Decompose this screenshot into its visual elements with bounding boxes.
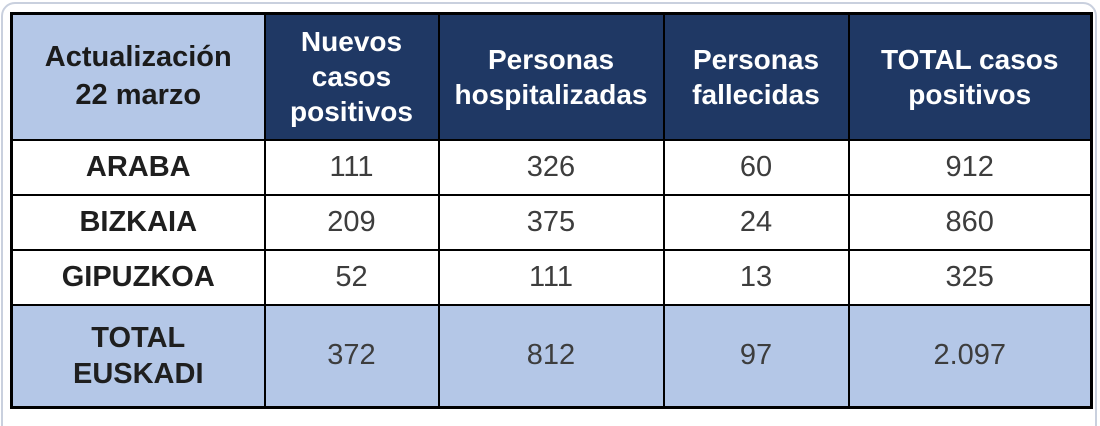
- column-header-hospitalizadas: Personas hospitalizadas: [437, 12, 665, 141]
- value-cell: 860: [847, 193, 1093, 251]
- covid-stats-table: Actualización 22 marzo Nuevos casos posi…: [10, 12, 1093, 409]
- corner-header-actualizacion: Actualización 22 marzo: [10, 12, 266, 141]
- value-cell: 372: [263, 303, 440, 409]
- value-cell: 375: [437, 193, 665, 251]
- region-label: TOTAL EUSKADI: [10, 303, 266, 409]
- column-header-nuevos-casos: Nuevos casos positivos: [263, 12, 440, 141]
- value-cell: 812: [437, 303, 665, 409]
- value-cell: 52: [263, 248, 440, 306]
- table-header-row: Actualización 22 marzo Nuevos casos posi…: [10, 12, 1093, 141]
- table-row-bizkaia: BIZKAIA 209 375 24 860: [10, 193, 1093, 251]
- value-cell: 13: [662, 248, 850, 306]
- value-cell: 912: [847, 138, 1093, 196]
- value-cell: 209: [263, 193, 440, 251]
- table-row-gipuzkoa: GIPUZKOA 52 111 13 325: [10, 248, 1093, 306]
- value-cell: 97: [662, 303, 850, 409]
- table-row-araba: ARABA 111 326 60 912: [10, 138, 1093, 196]
- value-cell: 111: [437, 248, 665, 306]
- region-label: GIPUZKOA: [10, 248, 266, 306]
- column-header-fallecidas: Personas fallecidas: [662, 12, 850, 141]
- table-row-total-euskadi: TOTAL EUSKADI 372 812 97 2.097: [10, 303, 1093, 409]
- value-cell: 325: [847, 248, 1093, 306]
- value-cell: 24: [662, 193, 850, 251]
- value-cell: 60: [662, 138, 850, 196]
- value-cell: 111: [263, 138, 440, 196]
- value-cell: 2.097: [847, 303, 1093, 409]
- value-cell: 326: [437, 138, 665, 196]
- column-header-total-casos: TOTAL casos positivos: [847, 12, 1093, 141]
- region-label: BIZKAIA: [10, 193, 266, 251]
- region-label: ARABA: [10, 138, 266, 196]
